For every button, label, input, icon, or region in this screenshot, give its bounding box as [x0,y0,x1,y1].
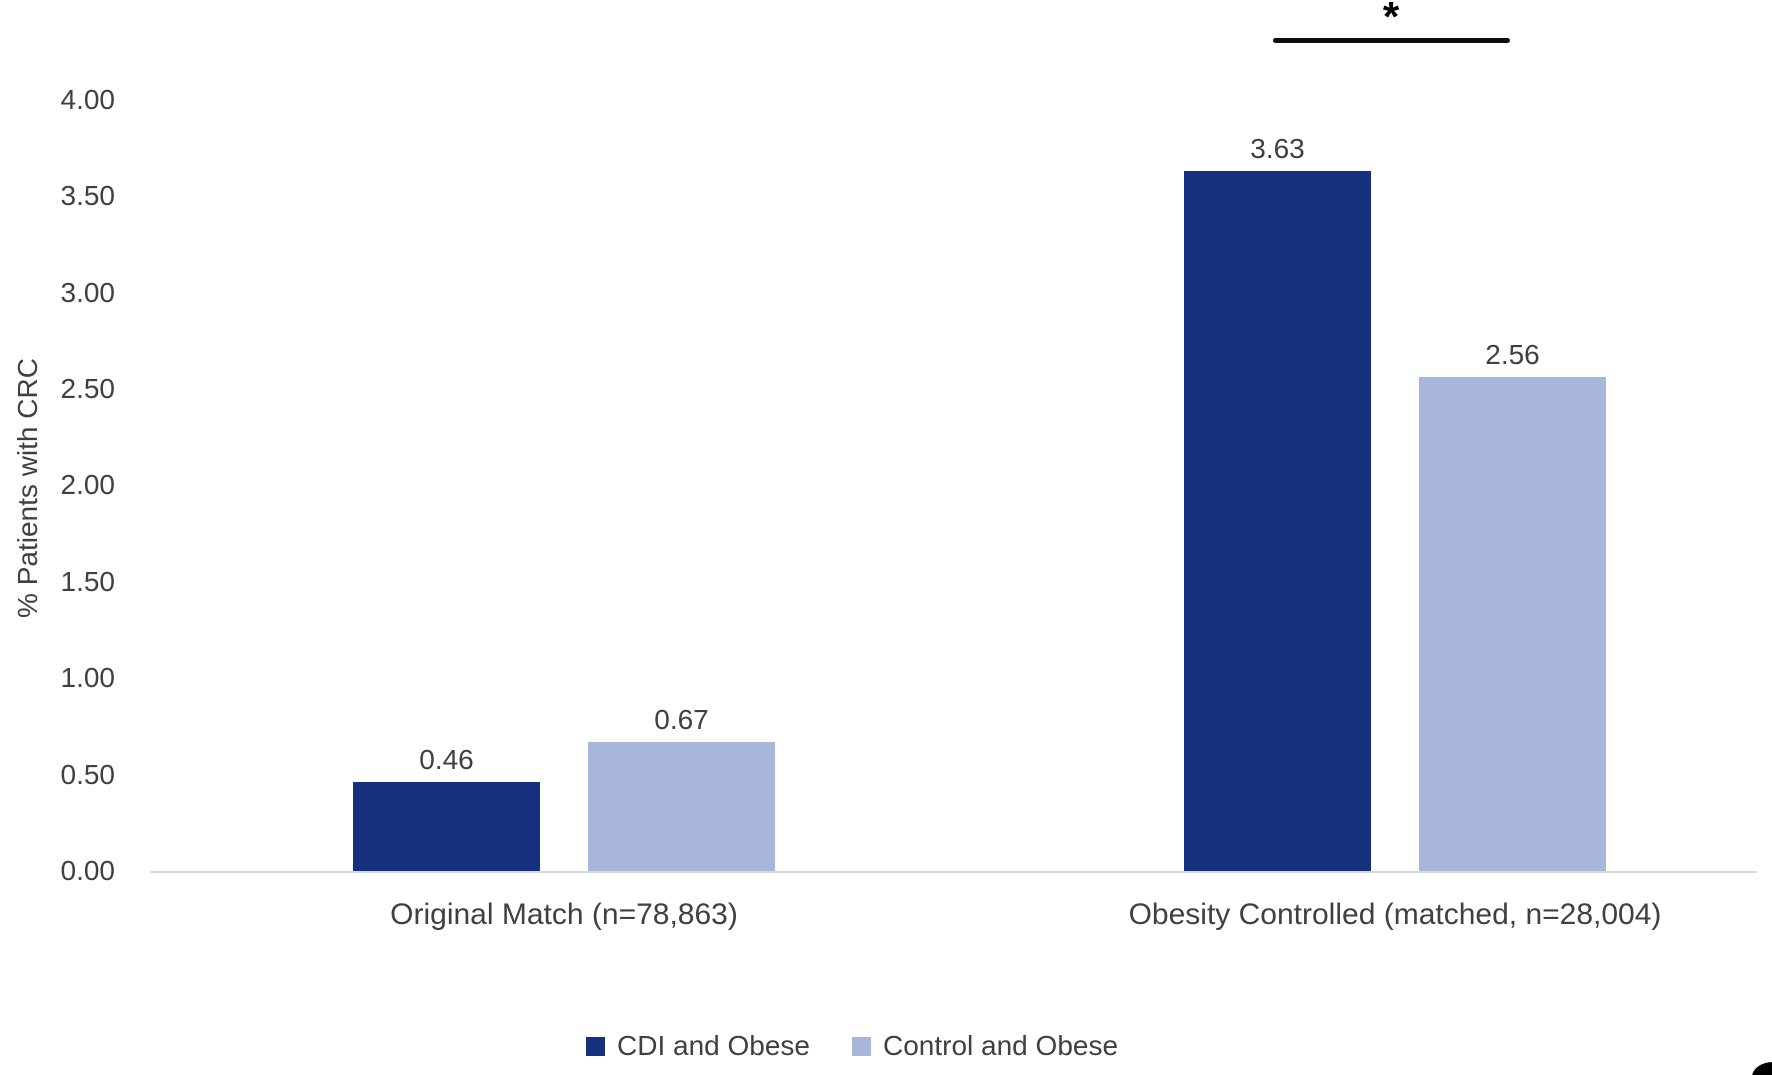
y-axis-tick-label: 3.00 [60,276,116,308]
significance-asterisk: * [1382,0,1400,40]
legend-swatch-cdi-icon [586,1036,605,1056]
y-axis-tick-label: 1.50 [60,565,116,597]
y-axis-tick-label: 2.00 [60,469,116,501]
y-axis-tick-label: 1.00 [60,662,116,694]
legend-swatch-control-icon [852,1036,871,1056]
y-axis-tick-label: 0.00 [60,855,116,886]
legend-label-control: Control and Obese [883,1030,1119,1061]
y-axis-tick-label: 3.50 [60,180,116,212]
y-axis-tick-label: 0.50 [60,758,116,790]
y-axis-tick-label: 4.00 [60,83,116,115]
y-axis-tick-label: 2.50 [60,373,116,404]
bar-data-label: 3.63 [1250,133,1305,164]
category-label-obesity-controlled: Obesity Controlled (matched, n=28,004) [1128,898,1662,931]
bar-data-label: 0.67 [654,704,709,735]
corner-artifact [1752,1062,1772,1075]
bar-cdi-and-obese-group2 [1184,171,1371,871]
legend: CDI and Obese Control and Obese [586,1030,1118,1062]
legend-item-control-and-obese: Control and Obese [852,1030,1118,1062]
legend-label-cdi: CDI and Obese [617,1030,810,1061]
legend-item-cdi-and-obese: CDI and Obese [586,1030,810,1062]
bar-control-and-obese-group1 [588,742,775,871]
x-axis-line [150,871,1757,873]
bar-control-and-obese-group2 [1419,377,1606,871]
bar-data-label: 2.56 [1485,339,1540,370]
category-label-original-match: Original Match (n=78,863) [390,898,738,931]
bar-data-label: 0.46 [419,744,474,775]
bar-cdi-and-obese-group1 [353,782,540,871]
significance-bracket-line [1273,38,1510,43]
